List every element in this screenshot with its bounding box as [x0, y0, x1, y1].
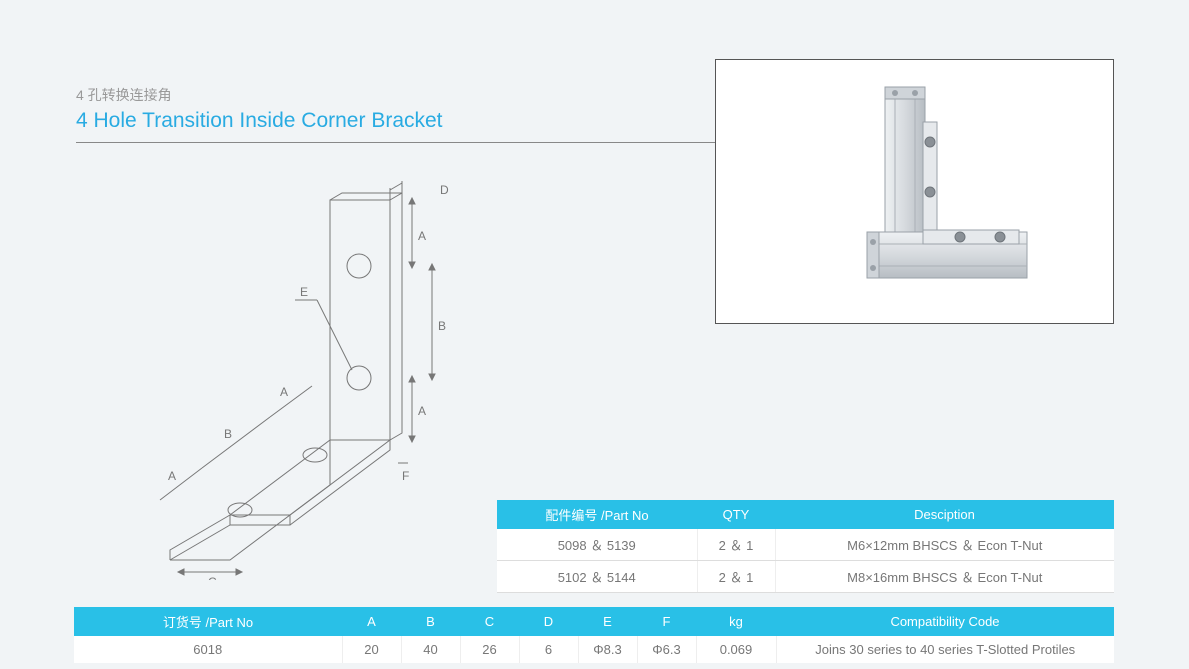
- product-photo-svg: [785, 82, 1045, 302]
- title-rule-line: [76, 142, 716, 143]
- spec-cell: Φ6.3: [637, 636, 696, 663]
- spec-table-row: 6018 20 40 26 6 Φ8.3 Φ6.3 0.069 Joins 30…: [74, 636, 1114, 663]
- dim-label-B2: B: [224, 427, 232, 441]
- parts-header-partno: 配件编号 /Part No: [497, 500, 697, 529]
- parts-table-row: 5098 ＆ 5139 2 ＆ 1 M6×12mm BHSCS ＆ Econ T…: [497, 529, 1114, 561]
- spec-cell: 6018: [74, 636, 342, 663]
- title-block: 4 孔转换连接角 4 Hole Transition Inside Corner…: [76, 85, 443, 133]
- spec-header-D: D: [519, 607, 578, 636]
- spec-header-partno: 订货号 /Part No: [74, 607, 342, 636]
- parts-table-row: 5102 ＆ 5144 2 ＆ 1 M8×16mm BHSCS ＆ Econ T…: [497, 561, 1114, 593]
- parts-cell: 2 ＆ 1: [697, 561, 775, 593]
- spec-header-F: F: [637, 607, 696, 636]
- parts-cell: 5102 ＆ 5144: [497, 561, 697, 593]
- spec-header-B: B: [401, 607, 460, 636]
- title-english: 4 Hole Transition Inside Corner Bracket: [76, 109, 443, 133]
- spec-cell: 20: [342, 636, 401, 663]
- dim-label-A1: A: [418, 229, 426, 243]
- spec-table-header-row: 订货号 /Part No A B C D E F kg Compatibilit…: [74, 607, 1114, 636]
- technical-diagram: D A B A F A B A C E: [140, 180, 470, 580]
- spec-header-compat: Compatibility Code: [776, 607, 1114, 636]
- product-photo-frame: [715, 59, 1114, 324]
- dim-label-A3: A: [280, 385, 288, 399]
- parts-cell: M8×16mm BHSCS ＆ Econ T-Nut: [775, 561, 1114, 593]
- parts-header-qty: QTY: [697, 500, 775, 529]
- parts-cell: M6×12mm BHSCS ＆ Econ T-Nut: [775, 529, 1114, 561]
- spec-cell: 26: [460, 636, 519, 663]
- dim-label-A2: A: [418, 404, 426, 418]
- dim-label-C: C: [208, 575, 217, 580]
- parts-cell: 5098 ＆ 5139: [497, 529, 697, 561]
- dim-label-D: D: [440, 183, 449, 197]
- spec-cell: 6: [519, 636, 578, 663]
- parts-header-desc: Desciption: [775, 500, 1114, 529]
- dim-label-A4: A: [168, 469, 176, 483]
- spec-header-E: E: [578, 607, 637, 636]
- spec-cell: 0.069: [696, 636, 776, 663]
- spec-cell: Φ8.3: [578, 636, 637, 663]
- dim-label-E: E: [300, 285, 308, 299]
- spec-cell: Joins 30 series to 40 series T-Slotted P…: [776, 636, 1114, 663]
- spec-header-A: A: [342, 607, 401, 636]
- spec-cell: 40: [401, 636, 460, 663]
- dim-label-B1: B: [438, 319, 446, 333]
- parts-cell: 2 ＆ 1: [697, 529, 775, 561]
- parts-table: 配件编号 /Part No QTY Desciption 5098 ＆ 5139…: [497, 500, 1114, 593]
- title-chinese: 4 孔转换连接角: [76, 85, 443, 105]
- spec-header-kg: kg: [696, 607, 776, 636]
- parts-table-header-row: 配件编号 /Part No QTY Desciption: [497, 500, 1114, 529]
- dim-label-F: F: [402, 469, 409, 483]
- spec-header-C: C: [460, 607, 519, 636]
- spec-table: 订货号 /Part No A B C D E F kg Compatibilit…: [74, 607, 1114, 663]
